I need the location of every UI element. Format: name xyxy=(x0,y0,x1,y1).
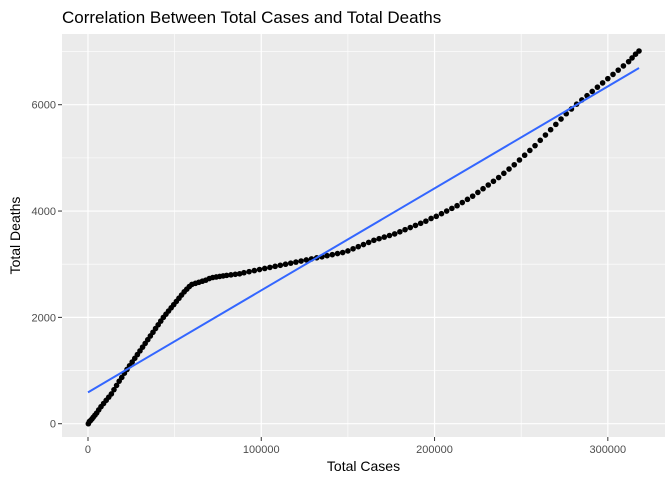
data-point xyxy=(298,258,304,264)
data-point xyxy=(267,264,273,271)
x-axis-ticks: 0 100000 200000 300000 xyxy=(85,437,626,456)
data-point xyxy=(527,147,533,154)
data-point xyxy=(241,269,247,276)
data-point xyxy=(256,266,263,273)
data-point xyxy=(438,210,445,217)
data-point xyxy=(454,202,460,209)
data-point xyxy=(553,121,559,128)
data-point xyxy=(490,178,497,185)
data-point xyxy=(475,189,481,196)
y-axis-ticks: 0 2000 4000 6000 xyxy=(32,100,62,431)
data-point xyxy=(480,185,486,192)
data-point xyxy=(113,382,120,389)
data-point xyxy=(521,152,528,159)
data-point xyxy=(594,84,601,90)
data-point xyxy=(605,75,611,82)
data-point xyxy=(376,235,382,242)
data-point xyxy=(391,231,398,237)
data-point xyxy=(511,161,518,168)
data-point xyxy=(232,271,239,278)
data-point xyxy=(228,272,234,278)
data-point xyxy=(443,208,450,214)
data-point xyxy=(386,232,393,239)
data-point xyxy=(615,67,622,73)
data-point xyxy=(433,213,440,220)
data-point xyxy=(272,263,278,270)
data-point xyxy=(339,249,346,256)
y-tick-label: 4000 xyxy=(32,206,56,218)
data-point xyxy=(402,226,408,233)
data-point xyxy=(365,239,372,246)
data-point xyxy=(589,88,596,95)
y-axis-label: Total Deaths xyxy=(7,197,23,275)
data-point xyxy=(236,270,243,277)
data-point xyxy=(345,248,351,254)
data-point xyxy=(360,241,367,248)
data-point xyxy=(355,243,362,250)
data-point xyxy=(506,166,512,172)
data-point xyxy=(261,265,268,272)
data-point xyxy=(350,245,356,252)
plot-panel xyxy=(62,34,665,437)
data-point xyxy=(287,260,294,266)
data-point xyxy=(469,193,476,199)
data-point xyxy=(629,55,635,61)
data-point xyxy=(277,262,284,269)
data-point xyxy=(293,259,299,265)
data-point xyxy=(412,222,419,229)
x-tick-label: 0 xyxy=(85,444,91,456)
data-point xyxy=(108,391,115,397)
data-point xyxy=(542,132,549,138)
data-point xyxy=(547,126,554,133)
data-point xyxy=(620,63,627,69)
data-point xyxy=(303,257,310,263)
data-point xyxy=(334,250,341,257)
data-point xyxy=(111,386,117,393)
x-axis-label: Total Cases xyxy=(327,458,400,474)
data-point xyxy=(407,224,414,231)
data-point xyxy=(485,182,492,188)
data-point xyxy=(532,142,538,149)
data-point xyxy=(625,58,632,65)
y-tick-label: 2000 xyxy=(32,312,56,324)
data-point xyxy=(223,272,230,279)
data-point xyxy=(459,199,466,206)
data-point xyxy=(495,174,502,181)
data-point xyxy=(610,71,616,78)
data-point xyxy=(324,252,330,259)
data-point xyxy=(246,268,252,275)
y-tick-label: 0 xyxy=(50,419,56,431)
data-point xyxy=(599,80,606,86)
data-point xyxy=(397,228,403,235)
data-point xyxy=(381,234,388,240)
x-tick-label: 300000 xyxy=(589,444,626,456)
data-point xyxy=(516,157,523,163)
chart-title: Correlation Between Total Cases and Tota… xyxy=(62,8,441,27)
data-points xyxy=(85,48,642,427)
data-point xyxy=(423,218,429,224)
data-point xyxy=(449,205,455,212)
data-point xyxy=(537,137,544,144)
y-tick-label: 6000 xyxy=(32,100,56,112)
data-point xyxy=(636,48,642,54)
data-point xyxy=(282,261,289,268)
data-point xyxy=(251,267,258,274)
data-point xyxy=(417,220,424,227)
x-tick-label: 100000 xyxy=(243,444,280,456)
data-point xyxy=(558,116,564,122)
fit-line xyxy=(87,67,640,394)
data-point xyxy=(428,215,434,222)
data-point xyxy=(329,251,336,258)
data-point xyxy=(118,374,125,381)
data-point xyxy=(371,237,377,244)
fit-line-group xyxy=(87,67,640,394)
x-tick-label: 200000 xyxy=(416,444,453,456)
data-point xyxy=(464,196,471,203)
grid-major xyxy=(62,34,665,437)
grid-minor xyxy=(62,34,665,437)
data-point xyxy=(501,170,507,177)
